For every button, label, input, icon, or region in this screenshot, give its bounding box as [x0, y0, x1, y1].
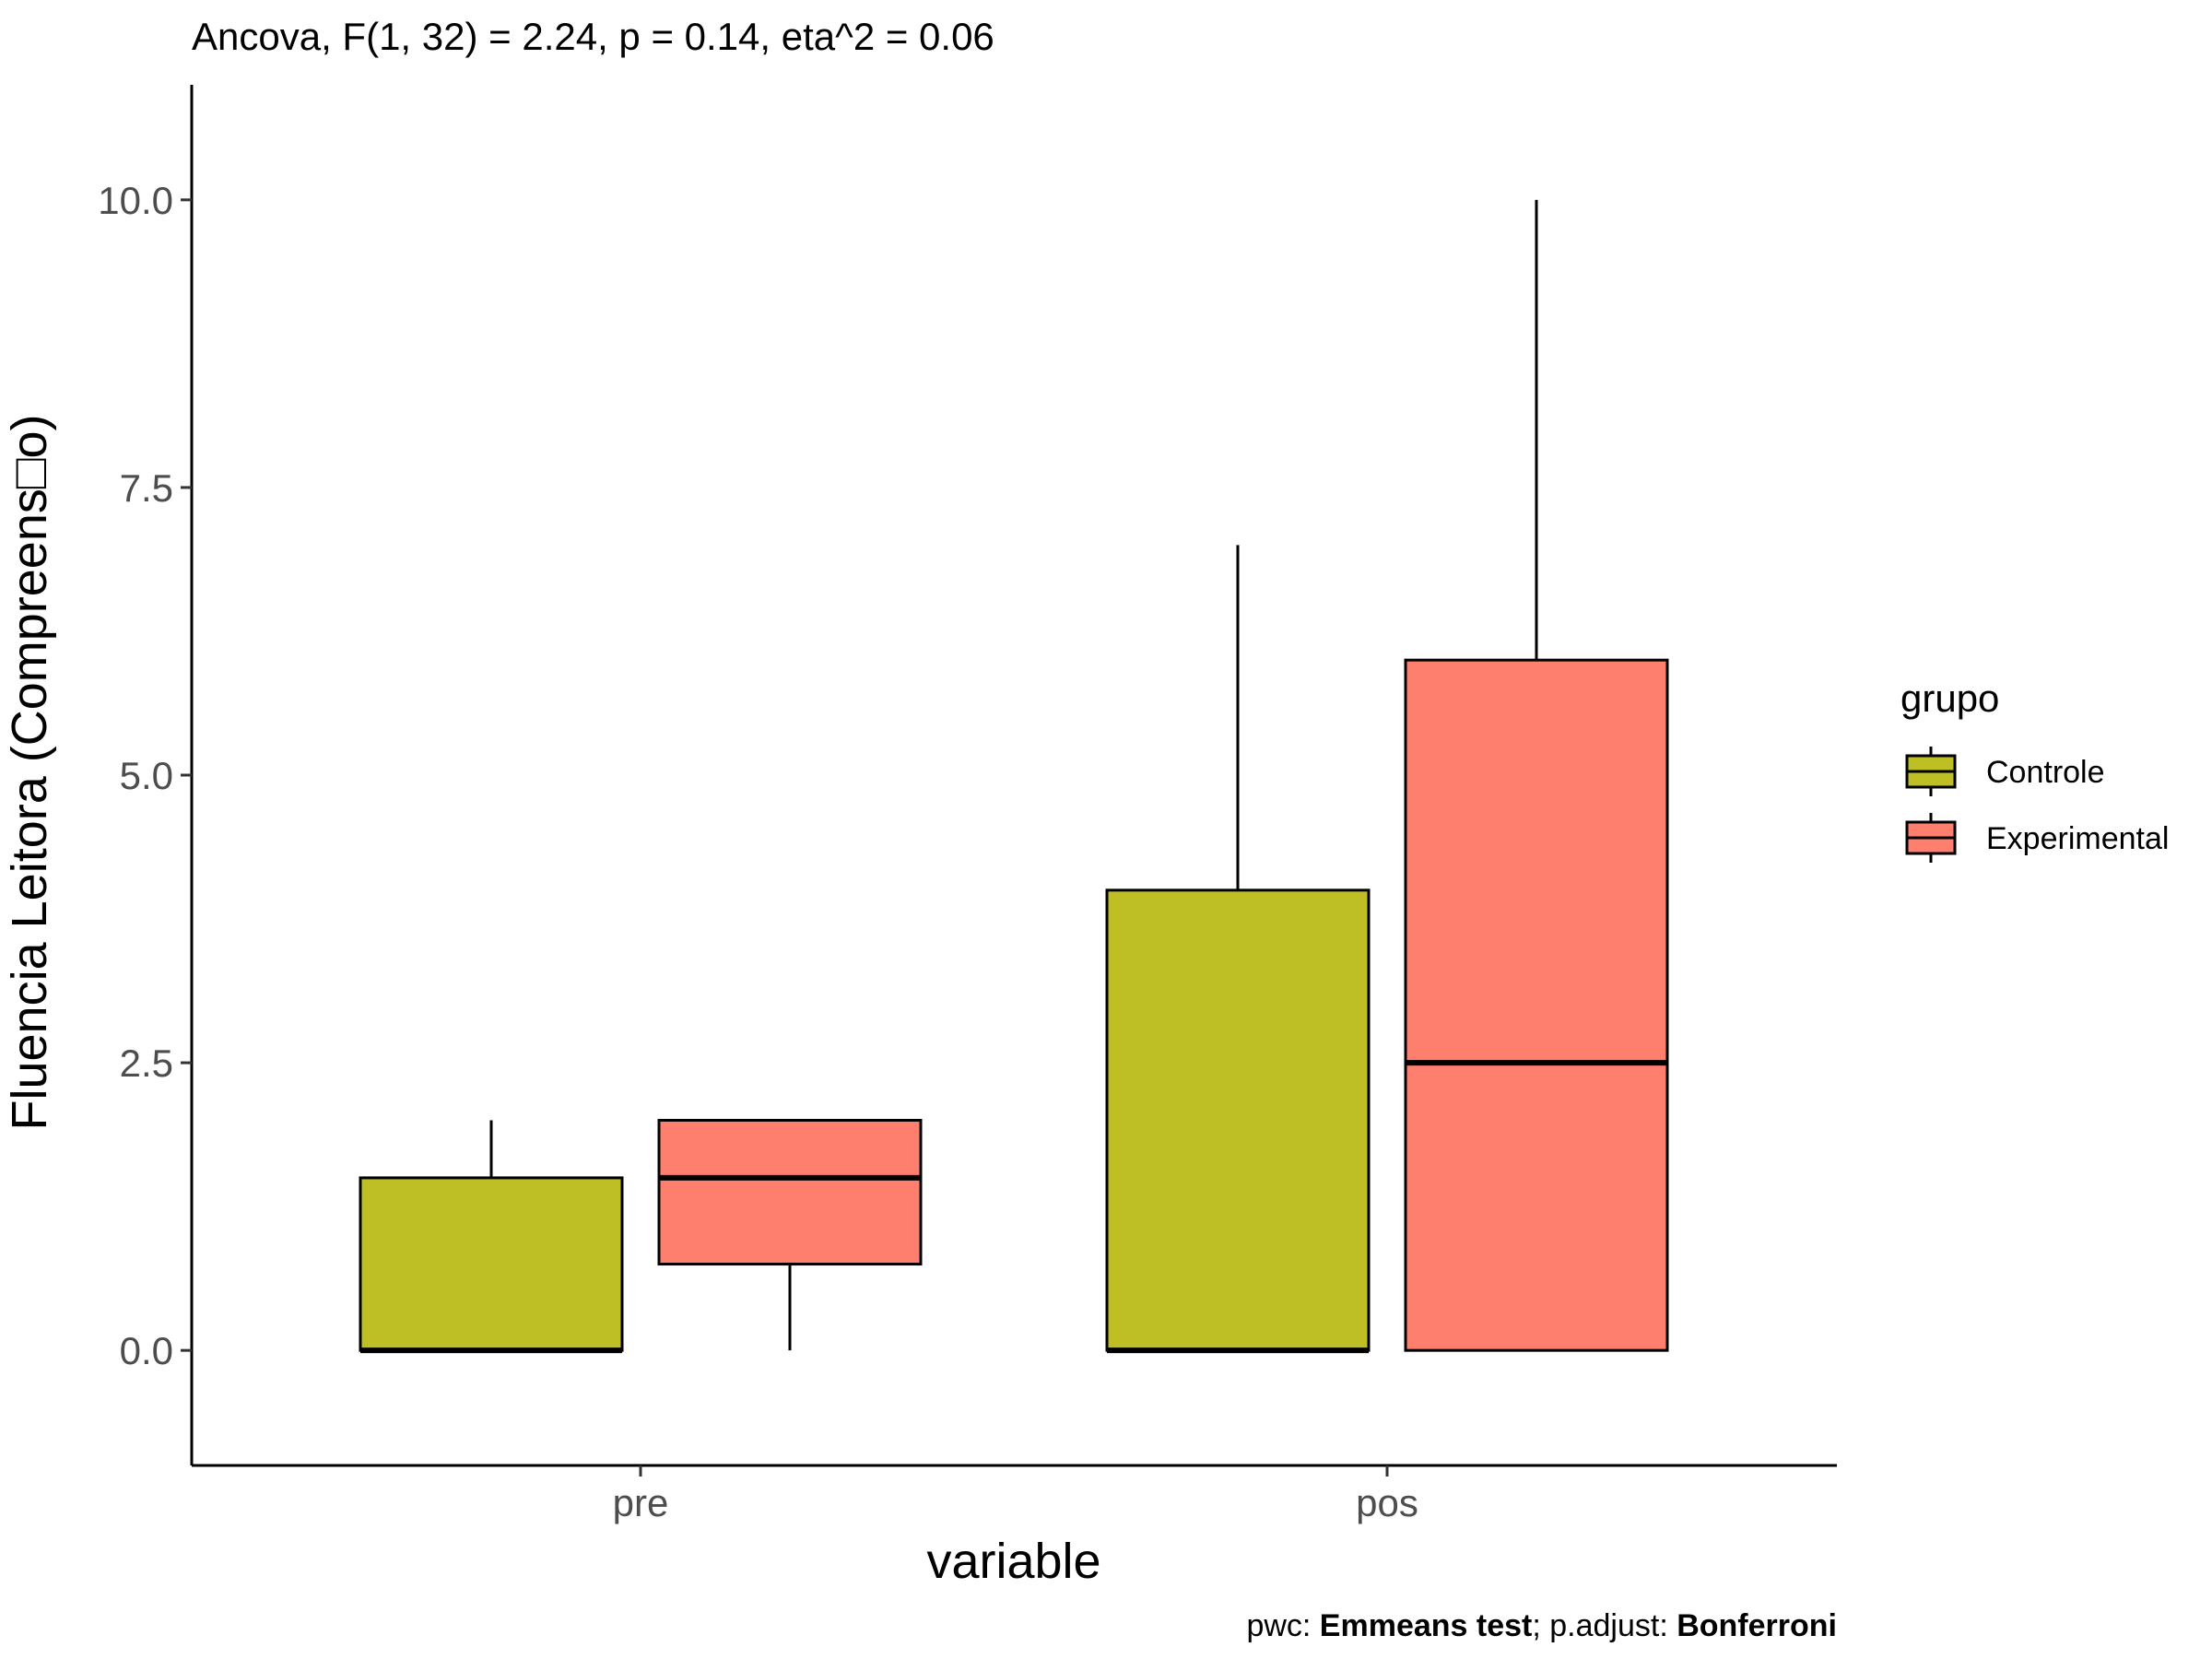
x-axis-title: variable — [926, 1534, 1100, 1589]
y-tick-label: 7.5 — [120, 466, 173, 510]
box-iqr — [1404, 658, 1669, 1352]
chart-title: Ancova, F(1, 32) = 2.24, p = 0.14, eta^2… — [192, 15, 994, 58]
box-controle-pre — [359, 1120, 624, 1354]
legend-label: Controle — [1986, 755, 2105, 790]
y-tick-label: 10.0 — [98, 179, 173, 222]
caption: pwc: Emmeans test; p.adjust: Bonferroni — [1246, 1608, 1837, 1643]
box-experimental-pre — [657, 1119, 923, 1351]
plot-area — [359, 199, 1669, 1354]
caption-prefix: pwc: — [1246, 1608, 1319, 1643]
box-iqr — [657, 1119, 923, 1266]
caption-middle: ; p.adjust: — [1532, 1608, 1677, 1643]
y-tick-label: 5.0 — [120, 754, 173, 797]
box-iqr — [359, 1176, 624, 1352]
legend-label: Experimental — [1986, 821, 2169, 856]
legend: grupo Controle Experimental — [1900, 677, 2169, 863]
caption-test: Emmeans test — [1320, 1608, 1533, 1643]
y-tick-label: 2.5 — [120, 1041, 173, 1085]
caption-adjust: Bonferroni — [1677, 1608, 1837, 1643]
x-tick-label: pre — [613, 1481, 669, 1524]
x-tick-label: pos — [1356, 1481, 1418, 1524]
box-iqr — [1105, 888, 1371, 1352]
y-axis-title: Fluencia Leitora (Compreens□o) — [2, 415, 57, 1131]
legend-title: grupo — [1900, 677, 1999, 720]
legend-item-experimental: Experimental — [1905, 813, 2169, 863]
x-axis-ticks: pre pos — [613, 1465, 1418, 1524]
box-experimental-pos — [1404, 199, 1669, 1352]
y-axis-ticks: 0.0 2.5 5.0 7.5 10.0 — [98, 179, 192, 1372]
box-controle-pos — [1105, 545, 1371, 1354]
legend-item-controle: Controle — [1905, 747, 2105, 796]
y-tick-label: 0.0 — [120, 1329, 173, 1372]
